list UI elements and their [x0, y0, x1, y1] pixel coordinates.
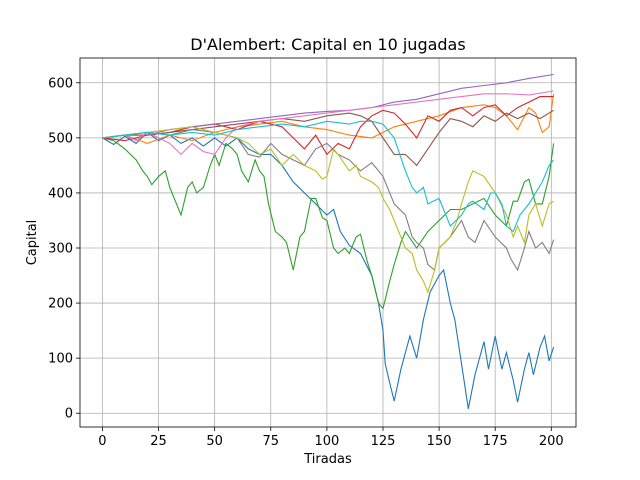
series-line-10 — [102, 120, 555, 233]
series-line-1 — [102, 131, 555, 409]
y-tick-label: 400 — [48, 186, 73, 201]
series-line-6 — [102, 109, 554, 167]
x-tick-label: 150 — [427, 434, 452, 449]
y-tick-label: 100 — [48, 352, 73, 367]
x-tick-label: 100 — [314, 434, 339, 449]
chart-title: D'Alembert: Capital en 10 jugadas — [190, 35, 465, 54]
plot-frame — [79, 57, 577, 428]
x-tick-label: 125 — [371, 434, 396, 449]
x-tick-label: 175 — [483, 434, 508, 449]
y-tick-label: 200 — [48, 297, 73, 312]
series-line-9 — [102, 126, 554, 294]
series-line-3 — [102, 137, 555, 310]
series-lines — [102, 73, 555, 409]
series-line-2 — [102, 93, 555, 144]
x-tick-label: 200 — [539, 434, 564, 449]
y-axis-label: Capital — [25, 220, 40, 266]
x-tick-label: 25 — [150, 434, 167, 449]
y-tick-label: 500 — [48, 131, 73, 146]
axis-ticks: 0 25 50 75 100 125 150 175 200 0 100 200 300 400 500 60… — [48, 76, 564, 449]
series-line-7 — [102, 90, 554, 156]
x-tick-label: 0 — [98, 434, 106, 449]
x-tick-label: 75 — [262, 434, 279, 449]
y-tick-label: 600 — [48, 76, 73, 91]
y-tick-label: 0 — [65, 407, 73, 422]
y-tick-label: 300 — [48, 242, 73, 257]
series-line-8 — [102, 129, 555, 272]
x-axis-label: Tiradas — [303, 452, 352, 467]
x-tick-label: 50 — [206, 434, 223, 449]
